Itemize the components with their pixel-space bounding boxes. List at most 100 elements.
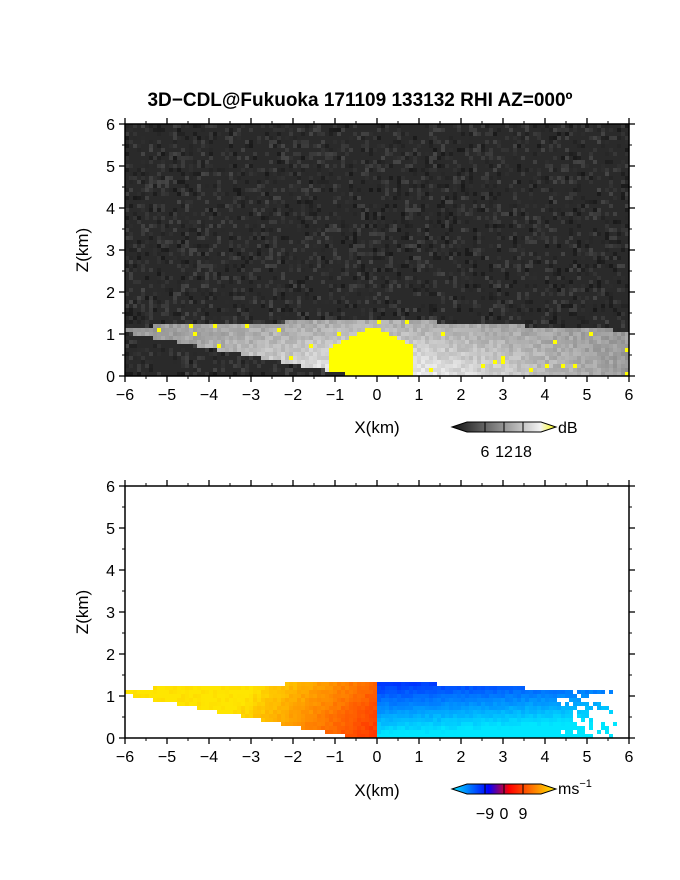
backscatter-cell: [457, 336, 461, 340]
backscatter-cell: [325, 176, 329, 180]
backscatter-cell: [413, 208, 417, 212]
backscatter-cell: [501, 236, 505, 240]
backscatter-cell: [453, 344, 457, 348]
backscatter-cell: [209, 336, 213, 340]
backscatter-cell: [197, 324, 201, 328]
velocity-cell: [533, 694, 537, 698]
backscatter-cell: [521, 344, 525, 348]
backscatter-cell: [497, 176, 501, 180]
backscatter-cell: [297, 312, 301, 316]
backscatter-cell: [149, 368, 153, 372]
backscatter-cell: [605, 336, 609, 340]
velocity-cell: [353, 682, 357, 686]
backscatter-cell: [241, 196, 245, 200]
backscatter-cell: [593, 336, 597, 340]
backscatter-cell: [253, 268, 257, 272]
backscatter-cell: [565, 168, 569, 172]
backscatter-cell: [461, 268, 465, 272]
backscatter-cell: [573, 248, 577, 252]
velocity-cell: [253, 706, 257, 710]
backscatter-cell: [285, 344, 289, 348]
backscatter-cell: [137, 220, 141, 224]
velocity-cell: [273, 690, 277, 694]
backscatter-cell: [289, 336, 293, 340]
backscatter-cell: [573, 312, 577, 316]
backscatter-cell: [357, 344, 361, 348]
velocity-cell: [429, 698, 433, 702]
backscatter-cell: [433, 332, 437, 336]
backscatter-cell: [249, 276, 253, 280]
backscatter-cell: [365, 368, 369, 372]
velocity-cell: [317, 682, 321, 686]
backscatter-cell: [289, 264, 293, 268]
velocity-cell: [405, 706, 409, 710]
velocity-cell: [369, 698, 373, 702]
backscatter-cell: [601, 372, 605, 376]
backscatter-cell: [245, 360, 249, 364]
backscatter-cell: [249, 172, 253, 176]
backscatter-cell: [269, 368, 273, 372]
backscatter-cell: [421, 324, 425, 328]
velocity-cell: [377, 706, 381, 710]
backscatter-cell: [337, 308, 341, 312]
backscatter-cell: [445, 236, 449, 240]
backscatter-cell: [181, 340, 185, 344]
velocity-cell: [509, 702, 513, 706]
backscatter-cell: [165, 300, 169, 304]
backscatter-cell: [529, 276, 533, 280]
backscatter-cell: [593, 328, 597, 332]
backscatter-cell: [413, 184, 417, 188]
backscatter-cell: [621, 368, 625, 372]
backscatter-cell: [317, 340, 321, 344]
backscatter-cell: [421, 364, 425, 368]
velocity-cell: [181, 694, 185, 698]
backscatter-cell: [425, 332, 429, 336]
backscatter-cell: [537, 364, 541, 368]
backscatter-cell: [309, 344, 313, 348]
backscatter-cell: [485, 356, 489, 360]
backscatter-cell: [445, 360, 449, 364]
backscatter-cell: [237, 136, 241, 140]
backscatter-cell: [597, 292, 601, 296]
backscatter-cell: [481, 256, 485, 260]
backscatter-cell: [409, 368, 413, 372]
backscatter-cell: [285, 360, 289, 364]
backscatter-cell: [485, 336, 489, 340]
backscatter-cell: [309, 132, 313, 136]
backscatter-cell: [273, 288, 277, 292]
backscatter-cell: [193, 172, 197, 176]
backscatter-cell: [285, 172, 289, 176]
backscatter-cell: [385, 276, 389, 280]
backscatter-cell: [153, 164, 157, 168]
backscatter-cell: [173, 152, 177, 156]
backscatter-cell: [185, 320, 189, 324]
backscatter-cell: [301, 324, 305, 328]
backscatter-cell: [225, 316, 229, 320]
backscatter-cell: [301, 208, 305, 212]
backscatter-cell: [589, 364, 593, 368]
backscatter-cell: [213, 332, 217, 336]
velocity-cell: [529, 706, 533, 710]
backscatter-cell: [309, 156, 313, 160]
backscatter-cell: [413, 356, 417, 360]
backscatter-cell: [613, 212, 617, 216]
backscatter-cell: [253, 152, 257, 156]
backscatter-cell: [593, 324, 597, 328]
backscatter-cell: [257, 236, 261, 240]
velocity-cell: [173, 694, 177, 698]
backscatter-cell: [533, 352, 537, 356]
velocity-cell: [401, 706, 405, 710]
backscatter-cell: [333, 340, 337, 344]
backscatter-cell: [241, 372, 245, 376]
backscatter-cell: [477, 312, 481, 316]
velocity-cell: [373, 686, 377, 690]
backscatter-cell: [501, 352, 505, 356]
backscatter-cell: [429, 360, 433, 364]
backscatter-cell: [333, 196, 337, 200]
backscatter-cell: [513, 324, 517, 328]
backscatter-cell: [397, 372, 401, 376]
backscatter-cell: [537, 236, 541, 240]
backscatter-cell: [389, 304, 393, 308]
backscatter-cell: [409, 216, 413, 220]
backscatter-cell: [349, 288, 353, 292]
